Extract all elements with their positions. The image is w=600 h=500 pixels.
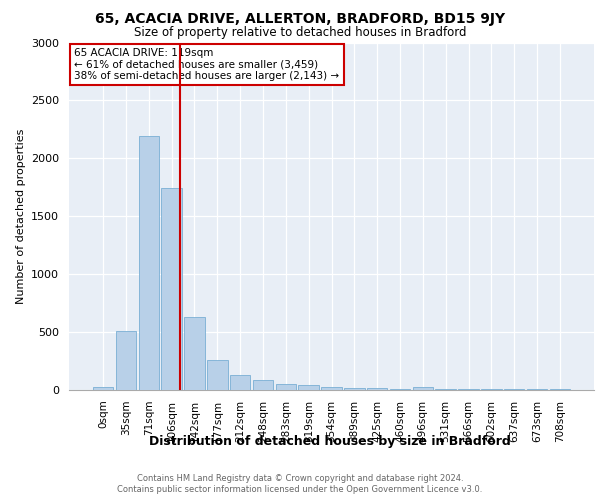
Bar [116, 331, 136, 390]
Bar [321, 386, 342, 390]
Text: Distribution of detached houses by size in Bradford: Distribution of detached houses by size … [149, 434, 511, 448]
Bar [413, 386, 433, 390]
Bar [253, 380, 273, 390]
Text: 65, ACACIA DRIVE, ALLERTON, BRADFORD, BD15 9JY: 65, ACACIA DRIVE, ALLERTON, BRADFORD, BD… [95, 12, 505, 26]
Bar [139, 136, 159, 390]
Text: Contains HM Land Registry data © Crown copyright and database right 2024.
Contai: Contains HM Land Registry data © Crown c… [118, 474, 482, 494]
Bar [367, 388, 388, 390]
Bar [93, 386, 113, 390]
Bar [275, 384, 296, 390]
Bar [230, 375, 250, 390]
Bar [207, 360, 227, 390]
Bar [184, 317, 205, 390]
Text: Size of property relative to detached houses in Bradford: Size of property relative to detached ho… [134, 26, 466, 39]
Bar [298, 386, 319, 390]
Bar [344, 388, 365, 390]
Bar [161, 188, 182, 390]
Text: 65 ACACIA DRIVE: 119sqm
← 61% of detached houses are smaller (3,459)
38% of semi: 65 ACACIA DRIVE: 119sqm ← 61% of detache… [74, 48, 340, 81]
Bar [390, 389, 410, 390]
Y-axis label: Number of detached properties: Number of detached properties [16, 128, 26, 304]
